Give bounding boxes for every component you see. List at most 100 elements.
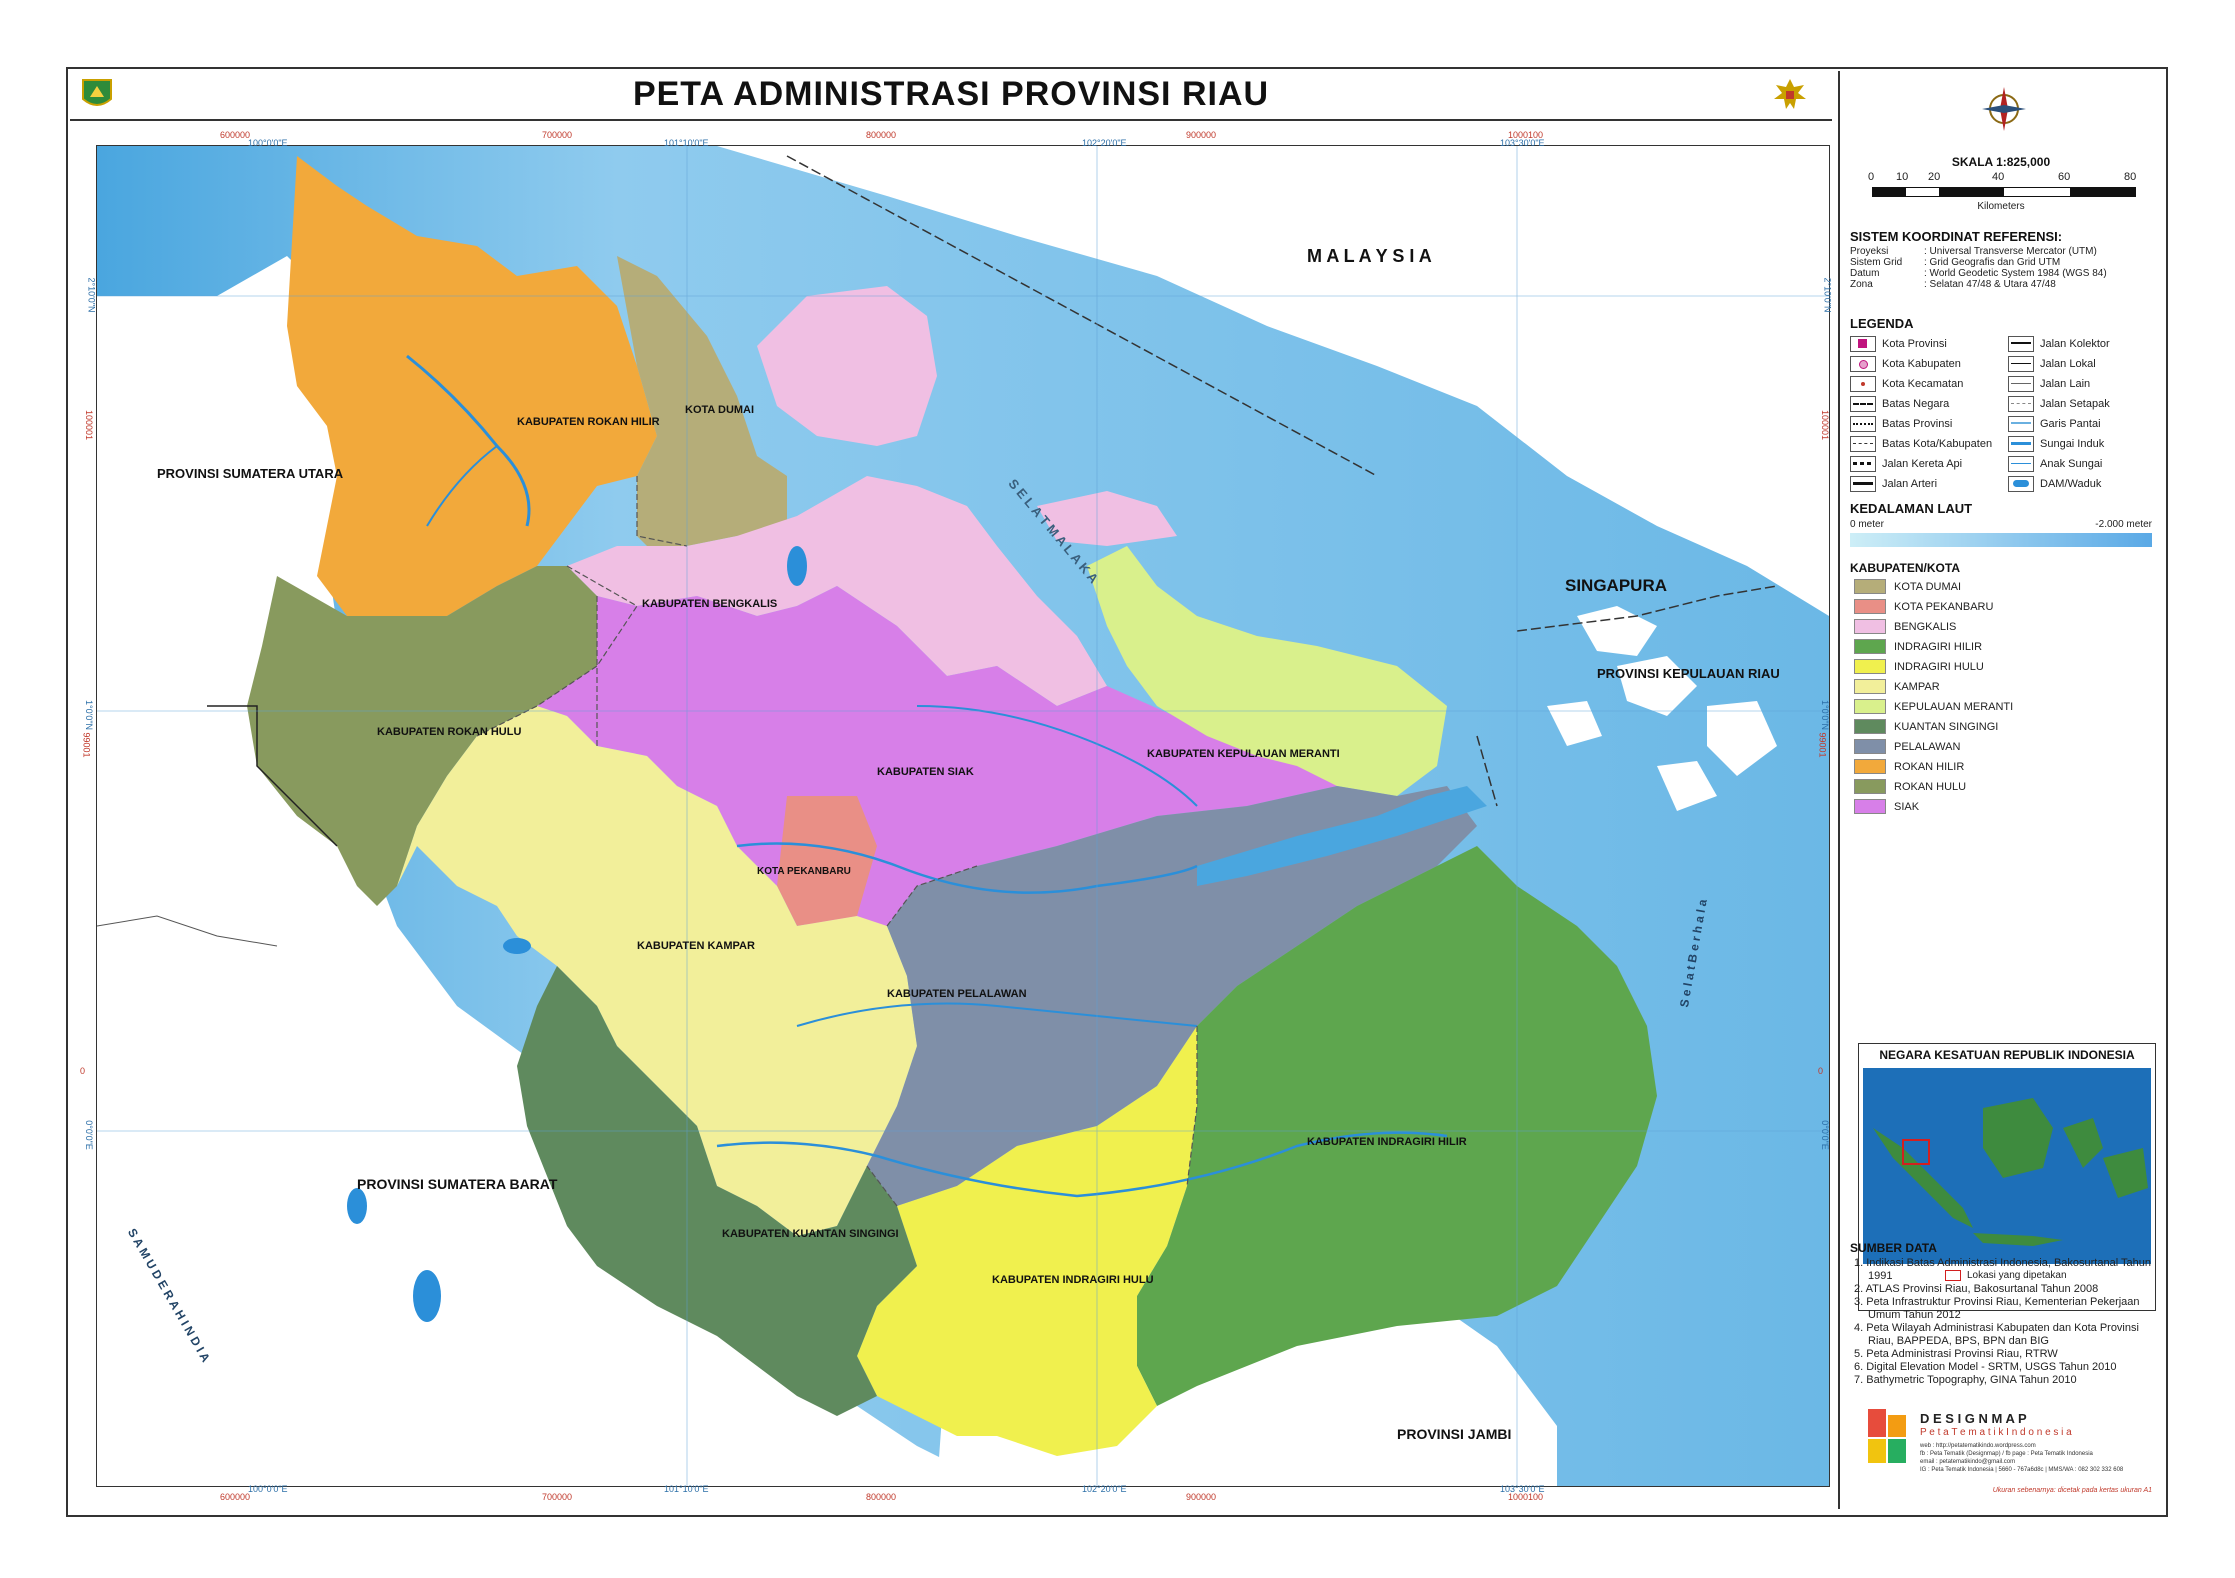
garis-pantai-icon [2008, 416, 2034, 432]
legend-label: Kota Kecamatan [1882, 378, 1964, 390]
brand-line: fb : Peta Tematik (Designmap) / fb page … [1920, 1451, 2093, 1457]
legend-label: DAM/Waduk [2040, 478, 2102, 490]
kab-item: SIAK [1854, 799, 1919, 814]
label-kuansing: KABUPATEN KUANTAN SINGINGI [722, 1228, 899, 1240]
kab-label: BENGKALIS [1894, 620, 1957, 633]
kab-swatch [1854, 759, 1886, 774]
label-jambi: PROVINSI JAMBI [1397, 1426, 1512, 1442]
legend-label: Kota Provinsi [1882, 338, 1947, 350]
coord-top-6: 102°20'0"E [1082, 138, 1127, 148]
kab-label: KEPULAUAN MERANTI [1894, 700, 2014, 713]
coord-bottom-5: 800000 [866, 1492, 897, 1502]
coord-right-3: 1°0'0"N [1820, 699, 1831, 731]
coord-bottom-7: 900000 [1186, 1492, 1217, 1502]
source-list: 1. Indikasi Batas Administrasi Indonesia… [1854, 1257, 2154, 1387]
label-inhil: KABUPATEN INDRAGIRI HILIR [1307, 1136, 1467, 1148]
legend-label: Jalan Setapak [2040, 398, 2110, 410]
label-pekanbaru: KOTA PEKANBARU [757, 866, 851, 877]
kab-item: INDRAGIRI HULU [1854, 659, 1984, 674]
depth-title: KEDALAMAN LAUT [1850, 501, 1973, 516]
brand-subtitle: P e t a T e m a t i k I n d o n e s i a [1920, 1427, 2072, 1438]
legend-item: Garis Pantai [2008, 416, 2101, 432]
designmap-logo-icon [1868, 1409, 1906, 1463]
dam-waduk-icon [2008, 476, 2034, 492]
compass-rose-icon [1982, 87, 2026, 131]
kab-item: PELALAWAN [1854, 739, 1960, 754]
source-item: 1. Indikasi Batas Administrasi Indonesia… [1854, 1257, 2151, 1282]
label-sumbar: PROVINSI SUMATERA BARAT [357, 1176, 558, 1192]
coord-top-5: 800000 [866, 130, 897, 140]
coord-top-7: 900000 [1186, 130, 1217, 140]
kab-item: INDRAGIRI HILIR [1854, 639, 1982, 654]
kab-swatch [1854, 619, 1886, 634]
kab-label: PELALAWAN [1894, 740, 1961, 753]
batas-provinsi-icon [1850, 416, 1876, 432]
label-malaysia: M A L A Y S I A [1307, 246, 1432, 266]
kab-item: KAMPAR [1854, 679, 1940, 694]
inset-map: NEGARA KESATUAN REPUBLIK INDONESIA Lokas… [1858, 1043, 2156, 1311]
jalan-lain-icon [2008, 376, 2034, 392]
jalan-lokal-icon [2008, 356, 2034, 372]
legend-label: Sungai Induk [2040, 438, 2105, 450]
coord-left-6: 0°0'0"E [83, 1120, 94, 1150]
title-bar: PETA ADMINISTRASI PROVINSI RIAU [70, 71, 1832, 121]
ref-key: Zona [1850, 279, 1873, 290]
kab-label: KAMPAR [1894, 680, 1940, 693]
label-pelalawan: KABUPATEN PELALAWAN [887, 988, 1027, 1000]
label-rokan-hulu: KABUPATEN ROKAN HULU [377, 726, 522, 738]
legend-item: Anak Sungai [2008, 456, 2102, 472]
kab-label: SIAK [1894, 800, 1920, 813]
coord-bottom-4: 101°10'0"E [664, 1484, 709, 1494]
legend-item: Kota Provinsi [1850, 336, 1947, 352]
legend-item: Kota Kabupaten [1850, 356, 1961, 372]
brand-title: D E S I G N M A P [1920, 1411, 2027, 1426]
ref-value: : Selatan 47/48 & Utara 47/48 [1924, 279, 2056, 290]
coord-top-2: 100°0'0"E [248, 138, 288, 148]
region-pelalawan [867, 786, 1477, 1206]
legend-item: Batas Kota/Kabupaten [1850, 436, 1992, 452]
region-pekanbaru [777, 796, 877, 926]
jalan-arteri-icon [1850, 476, 1876, 492]
coord-bottom-3: 700000 [542, 1492, 573, 1502]
legend-label: Batas Kota/Kabupaten [1882, 438, 1993, 450]
region-inhu [857, 1026, 1197, 1456]
region-inhil [1137, 846, 1657, 1406]
label-kampar: KABUPATEN KAMPAR [637, 940, 755, 952]
legend-item: DAM/Waduk [2008, 476, 2101, 492]
coord-bottom-8: 1000100 [1508, 1492, 1544, 1502]
ref-key: Datum [1850, 268, 1880, 279]
scale-tick-80: 80 [2124, 171, 2137, 183]
region-kampar [397, 706, 917, 1236]
kab-label: INDRAGIRI HULU [1894, 660, 1984, 673]
ref-value: : Universal Transverse Mercator (UTM) [1924, 246, 2097, 257]
source-item: 3. Peta Infrastruktur Provinsi Riau, Kem… [1854, 1296, 2140, 1321]
source-item: 7. Bathymetric Topography, GINA Tahun 20… [1854, 1374, 2077, 1386]
label-kepri: PROVINSI KEPULAUAN RIAU [1597, 666, 1780, 681]
legend-item: Jalan Arteri [1850, 476, 1937, 492]
kab-label: KUANTAN SINGINGI [1894, 720, 1999, 733]
ref-key: Proyeksi [1850, 246, 1889, 257]
coord-right-1: 2°10'0"N [1822, 277, 1833, 313]
coord-bottom-2: 100°0'0"E [248, 1484, 288, 1494]
ref-value: : Grid Geografis dan Grid UTM [1924, 257, 2061, 268]
legend-label: Anak Sungai [2040, 458, 2103, 470]
kab-swatch [1854, 599, 1886, 614]
label-inhu: KABUPATEN INDRAGIRI HULU [992, 1274, 1154, 1286]
coord-bottom-1: 600000 [220, 1492, 251, 1502]
kab-label: INDRAGIRI HILIR [1894, 640, 1983, 653]
region-meranti [1087, 546, 1447, 796]
kota-kabupaten-icon [1850, 356, 1876, 372]
ref-table: Proyeksi : Universal Transverse Mercator … [1850, 246, 2150, 290]
legend-item: Sungai Induk [2008, 436, 2104, 452]
kab-label: ROKAN HILIR [1894, 760, 1965, 773]
map-canvas[interactable]: M A L A Y S I A SINGAPURA PROVINSI KEPUL… [96, 145, 1830, 1487]
legend-item: Kota Kecamatan [1850, 376, 1963, 392]
anak-sungai-icon [2008, 456, 2034, 472]
jalan-kolektor-icon [2008, 336, 2034, 352]
source-item: 5. Peta Administrasi Provinsi Riau, RTRW [1854, 1348, 2058, 1360]
kab-item: ROKAN HULU [1854, 779, 1966, 794]
brand-line: email : petatematikindo@gmail.com [1920, 1459, 2016, 1465]
scale-unit: Kilometers [1977, 201, 2025, 212]
legend-label: Jalan Lokal [2040, 358, 2096, 370]
label-dumai: KOTA DUMAI [685, 404, 755, 416]
